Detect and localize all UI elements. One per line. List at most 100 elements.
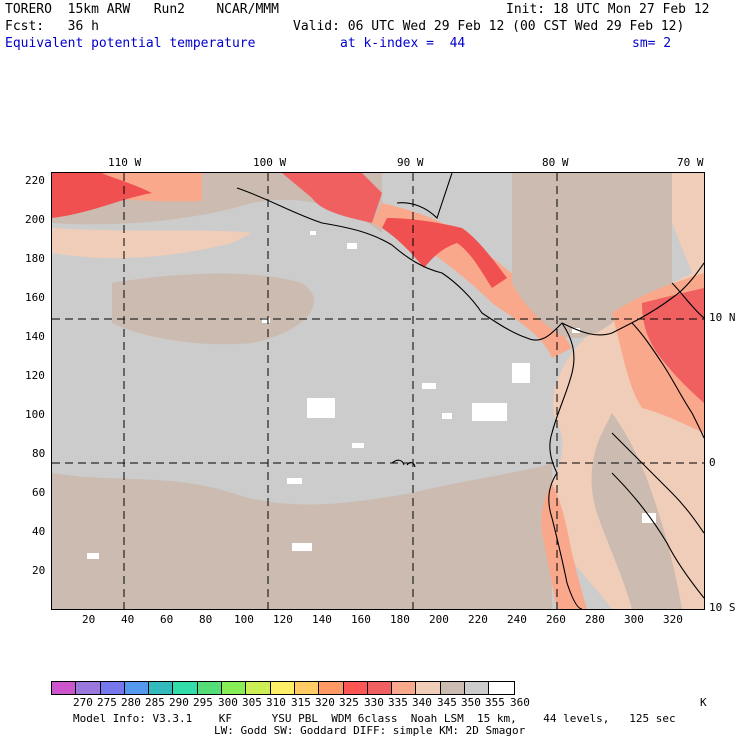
- color-swatch: [270, 682, 295, 694]
- lon-label-100w: 100 W: [253, 156, 287, 169]
- x-label: 140: [312, 613, 332, 626]
- y-label: 20: [32, 564, 46, 577]
- red-central-america: [382, 218, 507, 288]
- x-label: 60: [160, 613, 174, 626]
- x-label: 120: [273, 613, 293, 626]
- color-swatch: [76, 682, 101, 694]
- y-label: 220: [25, 174, 45, 187]
- colorbar-label: 275: [97, 696, 117, 709]
- colorbar-label: 325: [339, 696, 359, 709]
- color-swatch: [173, 682, 198, 694]
- colorbar-label: 315: [291, 696, 311, 709]
- valid-time: Valid: 06 UTC Wed 29 Feb 12 (00 CST Wed …: [293, 19, 685, 34]
- colorbar-label: 305: [242, 696, 262, 709]
- color-swatch: [489, 682, 514, 694]
- model-info: Model Info: V3.3.1 KF YSU PBL WDM 6class…: [73, 712, 676, 725]
- x-label: 40: [121, 613, 135, 626]
- x-label: 80: [199, 613, 213, 626]
- x-label: 320: [663, 613, 683, 626]
- color-swatch: [197, 682, 223, 694]
- x-label: 220: [468, 613, 488, 626]
- red-patch-nw: [52, 173, 152, 218]
- color-swatch: [294, 682, 320, 694]
- peach-band-north: [52, 228, 252, 259]
- color-swatch: [100, 682, 125, 694]
- tan-caribbean: [512, 173, 672, 339]
- y-label: 80: [32, 447, 46, 460]
- colorbar-label: 355: [485, 696, 505, 709]
- color-swatch: [440, 682, 466, 694]
- field-name: Equivalent potential temperature: [5, 36, 256, 51]
- color-swatch: [319, 682, 344, 694]
- lon-label-80w: 80 W: [542, 156, 569, 169]
- init-time: Init: 18 UTC Mon 27 Feb 12: [506, 2, 710, 17]
- red-patch-mexico: [282, 173, 382, 223]
- y-label: 160: [25, 291, 45, 304]
- colorbar-label: 345: [437, 696, 457, 709]
- y-label: 120: [25, 369, 45, 382]
- color-swatch: [149, 682, 174, 694]
- y-label: 200: [25, 213, 45, 226]
- y-label: 40: [32, 525, 46, 538]
- color-scale-bar: [51, 681, 515, 695]
- color-swatch: [222, 682, 247, 694]
- tan-patch-sw: [52, 503, 162, 609]
- x-label: 160: [351, 613, 371, 626]
- colorbar-label: 300: [218, 696, 238, 709]
- color-swatch: [124, 682, 150, 694]
- color-swatch: [52, 682, 77, 694]
- y-label: 140: [25, 330, 45, 343]
- color-swatch: [246, 682, 271, 694]
- lon-label-70w: 70 W: [677, 156, 704, 169]
- colorbar-label: 280: [121, 696, 141, 709]
- x-label: 100: [234, 613, 254, 626]
- lat-label-10s: 10 S: [709, 601, 736, 614]
- lon-label-110w: 110 W: [108, 156, 142, 169]
- colorbar-label: 340: [412, 696, 432, 709]
- lat-label-10n: 10 N: [709, 311, 736, 324]
- lat-label-0: 0: [709, 456, 716, 469]
- model-title: TORERO 15km ARW Run2 NCAR/MMM: [5, 2, 279, 17]
- physics-info: LW: Godd SW: Goddard DIFF: simple KM: 2D…: [214, 724, 526, 737]
- x-label: 200: [429, 613, 449, 626]
- coastlines: [236, 173, 704, 609]
- x-label: 240: [507, 613, 527, 626]
- colorbar-label: 360: [510, 696, 530, 709]
- colorbar-label: 335: [388, 696, 408, 709]
- x-label: 180: [390, 613, 410, 626]
- red-colombia: [642, 288, 704, 403]
- x-label: 280: [585, 613, 605, 626]
- white-specks: [87, 231, 656, 559]
- tan-peru: [591, 413, 682, 609]
- tan-patch-west: [112, 273, 314, 345]
- map-panel: [51, 172, 705, 610]
- colorbar-label: 330: [364, 696, 384, 709]
- color-swatch: [465, 682, 490, 694]
- forecast-hour: Fcst: 36 h: [5, 19, 99, 34]
- colorbar-label: 270: [73, 696, 93, 709]
- lat-lon-grid: [52, 173, 704, 609]
- lon-label-90w: 90 W: [397, 156, 424, 169]
- theta-e-field-map: [52, 173, 704, 609]
- colorbar-label: 350: [461, 696, 481, 709]
- color-swatch: [416, 682, 441, 694]
- x-label: 20: [82, 613, 96, 626]
- color-swatch: [367, 682, 393, 694]
- x-label: 260: [546, 613, 566, 626]
- colorbar-label: 320: [315, 696, 335, 709]
- colorbar-label: 285: [145, 696, 165, 709]
- colorbar-label: 290: [169, 696, 189, 709]
- color-swatch: [343, 682, 368, 694]
- salmon-coast-peru: [541, 483, 587, 609]
- colorbar-unit: K: [700, 696, 707, 709]
- smoothing-info: sm= 2: [632, 36, 672, 51]
- y-label: 180: [25, 252, 45, 265]
- y-label: 60: [32, 486, 46, 499]
- x-label: 300: [624, 613, 644, 626]
- tan-band-south: [52, 463, 552, 609]
- level-info: at k-index = 44: [340, 36, 466, 51]
- color-swatch: [392, 682, 417, 694]
- colorbar-label: 310: [266, 696, 286, 709]
- y-label: 100: [25, 408, 45, 421]
- colorbar-label: 295: [193, 696, 213, 709]
